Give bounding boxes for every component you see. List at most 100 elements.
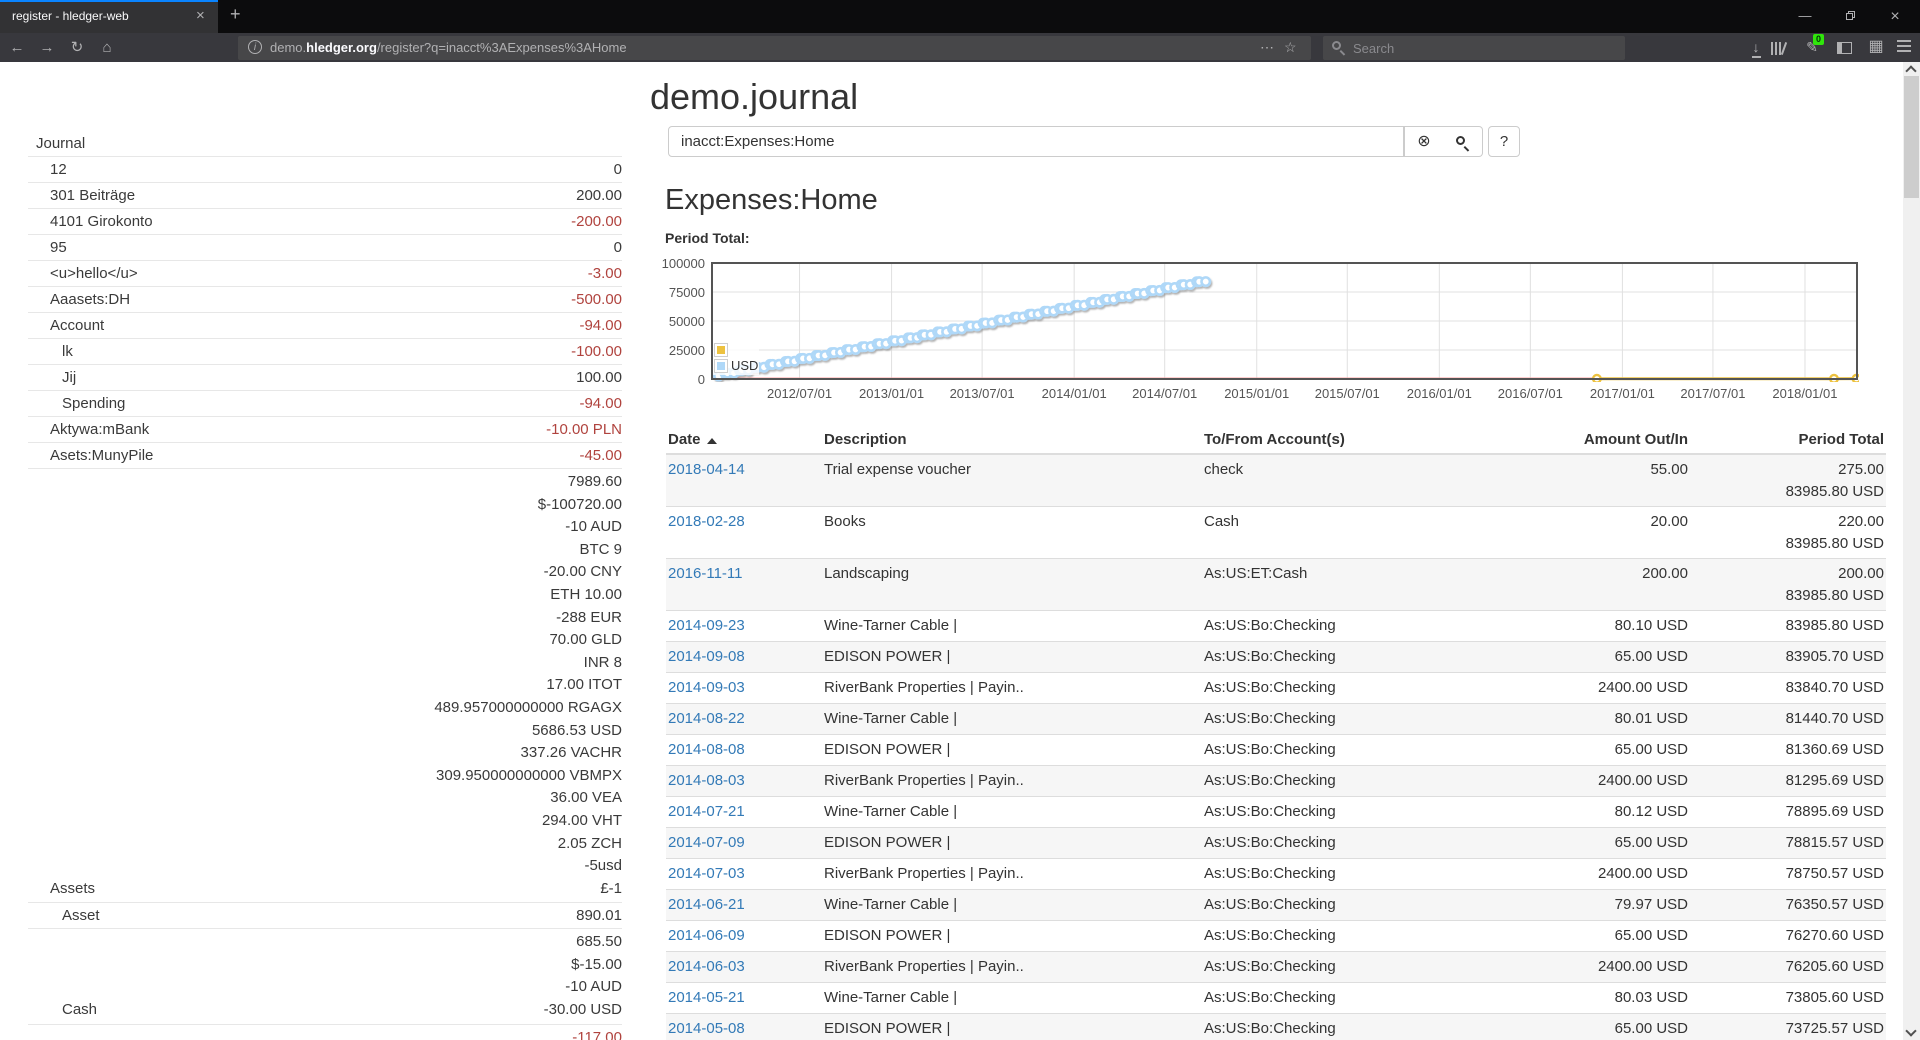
sidebar-account-row[interactable]: lk -100.00 [28, 339, 622, 365]
bookmark-star-icon[interactable]: ☆ [1284, 39, 1297, 55]
date-link[interactable]: 2014-09-23 [668, 617, 745, 634]
extension-icon[interactable]: ✎ 0 [1800, 34, 1825, 59]
date-link[interactable]: 2014-08-08 [668, 741, 745, 758]
account-name[interactable]: Journal [36, 135, 86, 152]
window-minimize-button[interactable]: — [1798, 8, 1812, 23]
scroll-up-icon[interactable] [1905, 65, 1917, 77]
table-row[interactable]: 2014-09-23 Wine-Tarner Cable | As:US:Bo:Ch… [666, 610, 1886, 642]
chart-canvas[interactable] [711, 262, 1859, 382]
date-link[interactable]: 2014-08-22 [668, 710, 745, 727]
col-amount[interactable]: Amount Out/In [1450, 425, 1690, 455]
sidebar-account-row[interactable]: Aktywa:mBank -10.00 PLN [28, 417, 622, 443]
date-link[interactable]: 2014-07-09 [668, 834, 745, 851]
window-close-button[interactable]: × [1890, 8, 1900, 25]
clear-query-button[interactable]: ⊗ [1404, 126, 1444, 157]
table-row[interactable]: 2014-05-08 EDISON POWER | As:US:Bo:Checkin… [666, 1013, 1886, 1040]
period-total-chart[interactable]: 0 25000 50000 75000 100000 2012/07/01 2013/01… [0, 256, 1903, 407]
tab-close-icon[interactable]: × [196, 7, 205, 24]
account-name[interactable]: Cash [62, 1001, 98, 1019]
table-row[interactable]: 2014-06-03 RiverBank Properties | Payin..… [666, 951, 1886, 983]
browser-search-field[interactable]: Search [1323, 36, 1625, 60]
sidebar-account-row[interactable]: Jij 100.00 [28, 365, 622, 391]
sidebar-toggle-icon[interactable] [1832, 37, 1856, 59]
table-row[interactable]: 2014-07-09 EDISON POWER | As:US:Bo:Checkin… [666, 827, 1886, 859]
scrollbar-thumb[interactable] [1904, 76, 1919, 198]
sidebar-account-row[interactable]: <u>hello</u> -3.00 [28, 261, 622, 287]
page-scrollbar[interactable] [1903, 62, 1920, 1040]
table-row[interactable]: 2014-09-08 EDISON POWER | As:US:Bo:Checkin… [666, 641, 1886, 673]
date-link[interactable]: 2014-07-21 [668, 803, 745, 820]
date-link[interactable]: 2018-04-14 [668, 461, 745, 478]
account-name[interactable]: Asset [62, 907, 100, 925]
account-name[interactable]: 95 [50, 239, 67, 256]
menu-icon[interactable] [1892, 37, 1916, 59]
sidebar-account-row[interactable]: Account -94.00 [28, 313, 622, 339]
date-link[interactable]: 2016-11-11 [668, 565, 743, 582]
sidebar-account-row[interactable]: 95 0 [28, 235, 622, 261]
sidebar-account-row[interactable]: 301 Beiträge 200.00 [28, 183, 622, 209]
site-info-icon[interactable]: i [248, 40, 262, 54]
table-row[interactable]: 2014-08-03 RiverBank Properties | Payin..… [666, 765, 1886, 797]
window-restore-button[interactable] [1835, 8, 1865, 23]
account-name[interactable]: Assets [50, 879, 96, 897]
table-row[interactable]: 2014-07-21 Wine-Tarner Cable | As:US:Bo:Ch… [666, 796, 1886, 828]
date-link[interactable]: 2014-09-08 [668, 648, 745, 665]
sidebar-account-row[interactable]: Aaasets:DH -500.00 [28, 287, 622, 313]
new-tab-button[interactable]: + [230, 4, 241, 24]
tab-register[interactable]: register - hledger-web × [0, 0, 218, 33]
submit-search-button[interactable] [1443, 126, 1483, 157]
table-row[interactable]: 2014-06-09 EDISON POWER | As:US:Bo:Checkin… [666, 920, 1886, 952]
sidebar-account-row[interactable]: Journal [28, 131, 622, 157]
downloads-icon[interactable]: ↓ [1744, 37, 1768, 59]
scroll-down-icon[interactable] [1905, 1025, 1917, 1037]
table-row[interactable]: 2014-09-03 RiverBank Properties | Payin..… [666, 672, 1886, 704]
account-name[interactable]: Aaasets:DH [50, 291, 131, 308]
table-row[interactable]: 2014-08-08 EDISON POWER | As:US:Bo:Checkin… [666, 734, 1886, 766]
col-account[interactable]: To/From Account(s) [1202, 425, 1450, 455]
url-bar[interactable]: i demo.hledger.org/register?q=inacct%3AE… [238, 36, 1311, 60]
sidebar-account-row[interactable]: Asset 890.01 [28, 903, 622, 930]
table-row[interactable]: 2014-07-03 RiverBank Properties | Payin..… [666, 858, 1886, 890]
account-name[interactable]: Account [50, 317, 105, 334]
query-input[interactable] [668, 126, 1404, 157]
reload-button[interactable]: ↻ [70, 39, 84, 56]
date-link[interactable]: 2014-06-03 [668, 958, 745, 975]
table-row[interactable]: 2014-06-21 Wine-Tarner Cable | As:US:Bo:Ch… [666, 889, 1886, 921]
date-link[interactable]: 2018-02-28 [668, 513, 745, 530]
account-name[interactable]: 301 Beiträge [50, 187, 136, 204]
date-link[interactable]: 2014-08-03 [668, 772, 745, 789]
account-name[interactable]: lk [62, 343, 73, 360]
table-row[interactable]: 2018-04-14 Trial expense voucher check 55.0… [666, 454, 1886, 507]
date-link[interactable]: 2014-09-03 [668, 679, 745, 696]
sidebar-account-row[interactable]: -117.00 [28, 1025, 622, 1040]
date-link[interactable]: 2014-05-08 [668, 1020, 745, 1037]
sidebar-account-row[interactable]: Cash 685.50 $-15.00 -10 AUD -30.00 USD [28, 929, 622, 1025]
account-name[interactable]: Spending [62, 395, 126, 412]
date-link[interactable]: 2014-06-09 [668, 927, 745, 944]
date-link[interactable]: 2014-05-21 [668, 989, 745, 1006]
home-button[interactable]: ⌂ [102, 39, 112, 56]
sidebar-account-row[interactable]: 12 0 [28, 157, 622, 183]
account-name[interactable]: Asets:MunyPile [50, 447, 154, 464]
table-row[interactable]: 2014-08-22 Wine-Tarner Cable | As:US:Bo:Ch… [666, 703, 1886, 735]
screenshots-grid-icon[interactable]: ▦ [1868, 38, 1884, 55]
sidebar-account-row[interactable]: 4101 Girokonto -200.00 [28, 209, 622, 235]
search-help-button[interactable]: ? [1488, 126, 1520, 157]
col-date[interactable]: Date [666, 425, 822, 455]
forward-button[interactable]: → [39, 39, 55, 56]
account-name[interactable]: <u>hello</u> [50, 265, 138, 282]
col-description[interactable]: Description [822, 425, 1202, 455]
sidebar-account-row[interactable]: Spending -94.00 [28, 391, 622, 417]
col-period-total[interactable]: Period Total [1690, 425, 1886, 455]
table-row[interactable]: 2014-05-21 Wine-Tarner Cable | As:US:Bo:Ch… [666, 982, 1886, 1014]
back-button[interactable]: ← [9, 39, 25, 56]
account-name[interactable]: 12 [50, 161, 67, 178]
page-actions-icon[interactable]: ⋯ [1260, 39, 1274, 55]
library-icon[interactable] [1766, 37, 1790, 59]
table-row[interactable]: 2016-11-11 Landscaping As:US:ET:Cash 200.00… [666, 558, 1886, 611]
account-name[interactable]: 4101 Girokonto [50, 213, 153, 230]
date-link[interactable]: 2014-06-21 [668, 896, 745, 913]
sidebar-account-row[interactable]: Assets 7989.60 $-100720.00 -10 AUD BTC 9 -20.… [28, 469, 622, 904]
sidebar-account-row[interactable]: Asets:MunyPile -45.00 [28, 443, 622, 469]
account-name[interactable]: Aktywa:mBank [50, 421, 150, 438]
